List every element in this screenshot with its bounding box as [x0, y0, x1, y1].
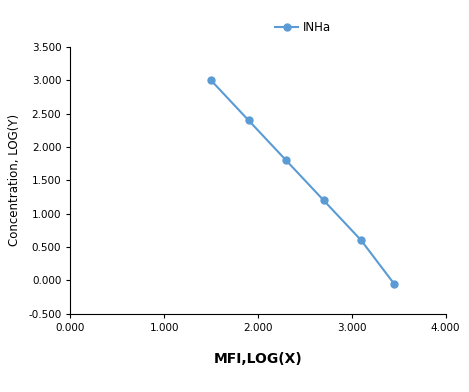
INHa	[321, 198, 326, 203]
X-axis label: MFI,LOG(X): MFI,LOG(X)	[213, 352, 303, 366]
Legend: INHa: INHa	[270, 16, 336, 38]
INHa	[208, 78, 214, 83]
Line: INHa: INHa	[208, 77, 397, 287]
INHa	[246, 118, 251, 123]
Y-axis label: Concentration, LOG(Y): Concentration, LOG(Y)	[8, 114, 21, 247]
INHa	[358, 238, 364, 243]
INHa	[391, 281, 397, 286]
INHa	[283, 158, 289, 163]
